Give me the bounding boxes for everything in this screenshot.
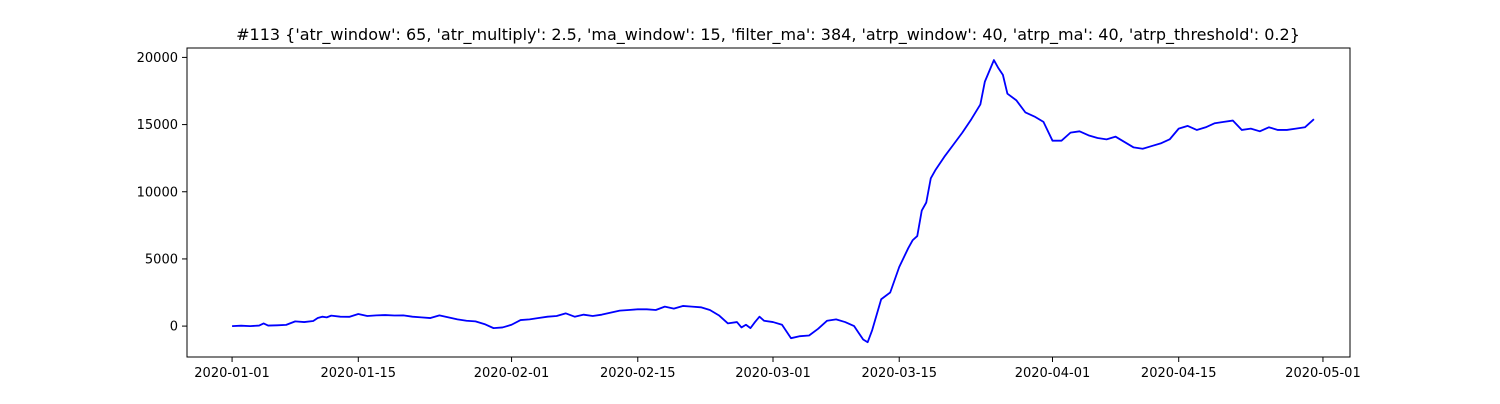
x-tick-label: 2020-02-15 (600, 366, 676, 381)
chart-title: #113 {'atr_window': 65, 'atr_multiply': … (236, 25, 1300, 45)
plot-area (186, 47, 1351, 358)
series-layer (232, 59, 1315, 344)
x-tick-label: 2020-03-15 (861, 366, 937, 381)
x-tick-label: 2020-01-01 (194, 366, 270, 381)
y-tick-label: 0 (170, 320, 178, 335)
x-tick-label: 2020-04-01 (1015, 366, 1091, 381)
y-tick-label: 5000 (145, 252, 178, 267)
x-tick-label: 2020-05-01 (1285, 366, 1361, 381)
x-tick-label: 2020-01-15 (321, 366, 397, 381)
y-tick-label: 15000 (137, 118, 178, 133)
x-tick-label: 2020-04-15 (1141, 366, 1217, 381)
x-tick-label: 2020-03-01 (735, 366, 811, 381)
y-axis: 0 5000 10000 15000 20000 (137, 51, 187, 335)
y-tick-label: 10000 (137, 185, 178, 200)
y-tick-label: 20000 (137, 51, 178, 66)
x-axis: 2020-01-01 2020-01-15 2020-02-01 2020-02-15… (194, 357, 1361, 381)
series-line (232, 59, 1315, 344)
x-tick-label: 2020-02-01 (474, 366, 550, 381)
